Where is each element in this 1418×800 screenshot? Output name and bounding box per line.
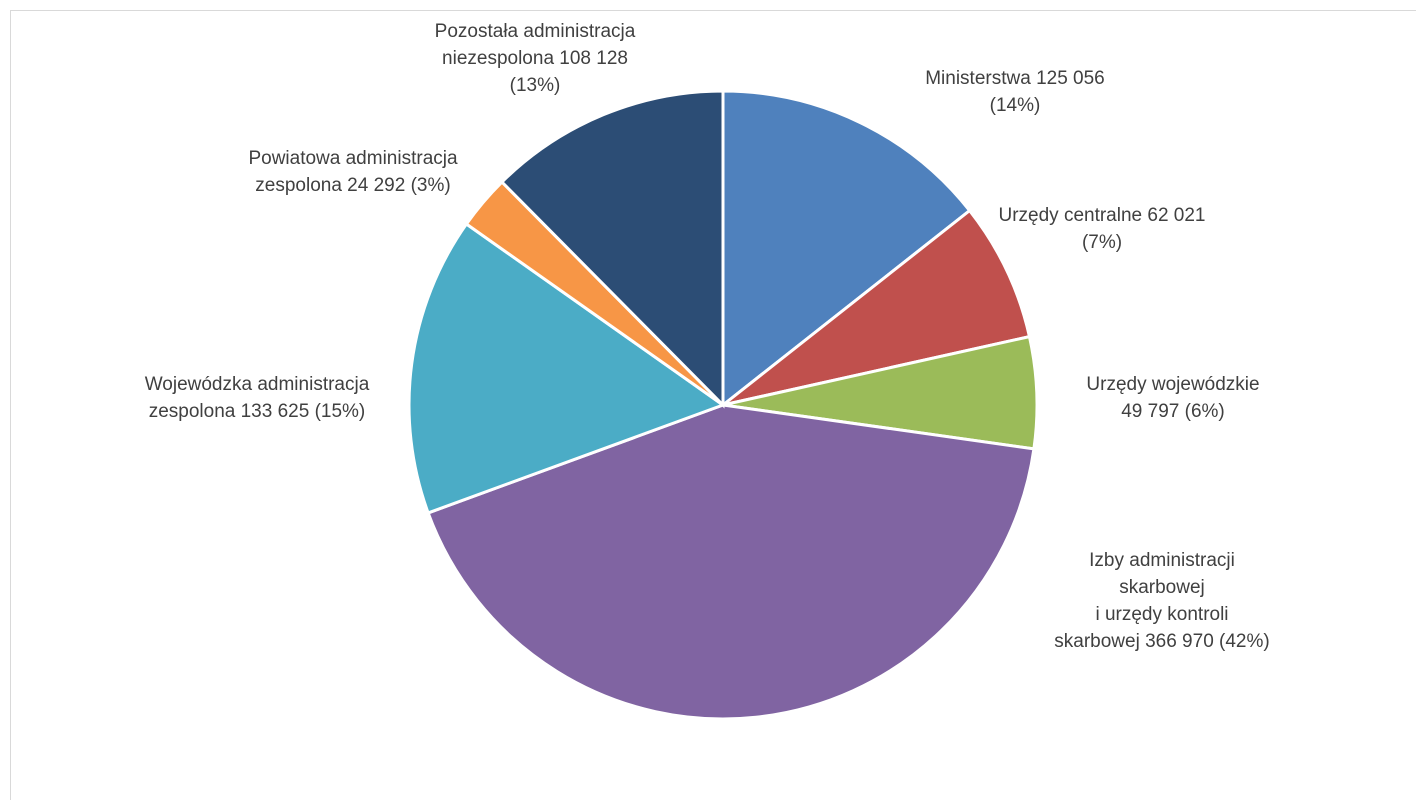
pie-labels: Ministerstwa 125 056 (14%) Urzędy centraln… <box>145 21 1270 652</box>
pie-slice-2 <box>722 208 1032 407</box>
pie-slice-5 <box>407 221 727 515</box>
pie-label-6: Powiatowa administracja zespolona 24 292 … <box>248 148 458 196</box>
pie-label-line: zespolona 24 292 (3%) <box>255 175 450 196</box>
pie-label-1: Ministerstwa 125 056 (14%) <box>925 68 1105 116</box>
pie-label-line: (7%) <box>1082 232 1122 253</box>
pie-label-3: Urzędy wojewódzkie 49 797 (6%) <box>1086 374 1259 422</box>
pie-label-line: skarbowej 366 970 (42%) <box>1054 631 1269 652</box>
pie-label-line: skarbowej <box>1119 577 1205 598</box>
pie-slice-1 <box>721 89 972 409</box>
pie-label-5: Wojewódzka administracja zespolona 133 62… <box>145 374 370 422</box>
pie-label-line: Urzędy centralne 62 021 <box>998 205 1205 226</box>
pie-label-2: Urzędy centralne 62 021 (7%) <box>998 205 1205 253</box>
pie-slice-7 <box>499 89 725 409</box>
pie-slices <box>407 89 1039 721</box>
pie-label-line: Ministerstwa 125 056 <box>925 68 1105 89</box>
chart-frame <box>10 10 1416 800</box>
pie-label-line: zespolona 133 625 (15%) <box>149 401 366 422</box>
pie-label-line: 49 797 (6%) <box>1121 401 1225 422</box>
pie-label-line: (13%) <box>510 75 561 96</box>
pie-label-line: Urzędy wojewódzkie <box>1086 374 1259 395</box>
pie-label-7: Pozostała administracja niezespolona 108 … <box>435 21 636 96</box>
pie-label-line: Powiatowa administracja <box>248 148 458 169</box>
pie-label-line: (14%) <box>990 95 1041 116</box>
pie-label-line: Pozostała administracja <box>435 21 636 42</box>
pie-label-line: Izby administracji <box>1089 550 1235 571</box>
pie-slice-4 <box>426 403 1036 721</box>
pie-label-line: Wojewódzka administracja <box>145 374 370 395</box>
pie-label-line: i urzędy kontroli <box>1095 604 1228 625</box>
pie-label-line: niezespolona 108 128 <box>442 48 628 69</box>
pie-label-4: Izby administracji skarbowej i urzędy kont… <box>1054 550 1269 652</box>
